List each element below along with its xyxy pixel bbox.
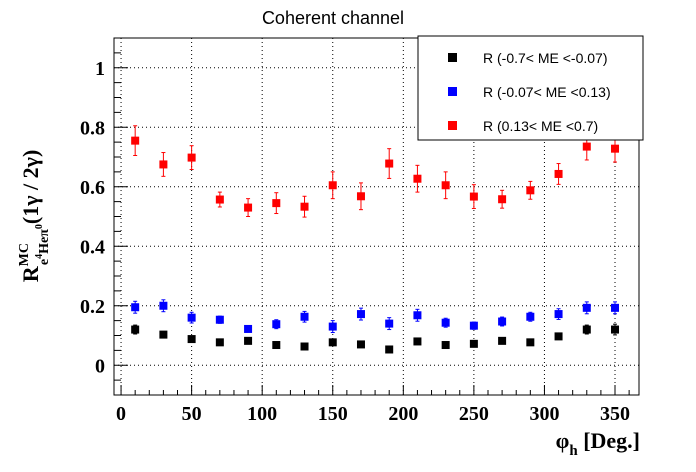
legend-swatch-black bbox=[448, 53, 457, 62]
data-point bbox=[385, 319, 394, 328]
data-point bbox=[526, 312, 535, 321]
y-tick-label: 0.8 bbox=[80, 117, 105, 139]
x-tick-label: 100 bbox=[247, 403, 277, 425]
x-tick-label: 50 bbox=[182, 403, 202, 425]
y-tick-label: 1 bbox=[95, 58, 105, 80]
data-point bbox=[272, 341, 281, 350]
data-point bbox=[187, 313, 196, 322]
y-axis-label: RMC e4Heπ0(1γ / 2γ) bbox=[17, 150, 52, 283]
data-point bbox=[611, 144, 620, 153]
data-point bbox=[328, 338, 337, 347]
data-point bbox=[356, 340, 365, 349]
data-point bbox=[244, 203, 253, 212]
axes: 0 50 100 150 200 250 300 350 0 0.2 0.4 0.6 0.8 1 bbox=[80, 37, 630, 425]
data-point bbox=[215, 195, 224, 204]
data-point bbox=[441, 341, 450, 350]
data-point bbox=[498, 195, 507, 204]
y-tick-label: 0.6 bbox=[80, 177, 105, 199]
data-point bbox=[582, 142, 591, 151]
data-point bbox=[413, 337, 422, 346]
data-point bbox=[328, 181, 337, 190]
x-tick-label: 200 bbox=[388, 403, 418, 425]
data-point bbox=[187, 153, 196, 162]
data-point bbox=[187, 335, 196, 344]
legend-label-2: R (0.13< ME <0.7) bbox=[483, 118, 598, 134]
legend-swatch-blue bbox=[448, 87, 457, 96]
legend-swatch-red bbox=[448, 121, 457, 130]
data-point bbox=[582, 303, 591, 312]
data-point bbox=[131, 136, 140, 145]
x-tick-label: 300 bbox=[529, 403, 559, 425]
data-point bbox=[554, 169, 563, 178]
data-point bbox=[215, 338, 224, 347]
data-point bbox=[441, 181, 450, 190]
data-point bbox=[554, 332, 563, 341]
data-point bbox=[300, 342, 309, 351]
data-marks bbox=[131, 125, 620, 354]
data-point bbox=[300, 312, 309, 321]
x-tick-label: 150 bbox=[318, 403, 348, 425]
data-point bbox=[159, 301, 168, 310]
data-point bbox=[554, 310, 563, 319]
x-tick-label: 350 bbox=[600, 403, 630, 425]
data-point bbox=[328, 322, 337, 331]
data-point bbox=[159, 330, 168, 339]
legend-label-1: R (-0.07< ME <0.13) bbox=[483, 84, 611, 100]
x-tick-label: 0 bbox=[116, 403, 126, 425]
data-point bbox=[356, 192, 365, 201]
data-point bbox=[413, 311, 422, 320]
data-point bbox=[611, 325, 620, 334]
data-point bbox=[244, 324, 253, 333]
data-point bbox=[611, 303, 620, 312]
data-point bbox=[131, 325, 140, 334]
data-point bbox=[272, 320, 281, 329]
data-point bbox=[469, 339, 478, 348]
data-point bbox=[498, 317, 507, 326]
y-tick-label: 0.4 bbox=[80, 236, 105, 258]
data-point bbox=[582, 325, 591, 334]
x-tick-label: 250 bbox=[459, 403, 489, 425]
y-tick-label: 0 bbox=[95, 355, 105, 377]
y-tick-label: 0.2 bbox=[80, 296, 105, 318]
legend: R (-0.7< ME <-0.07) R (-0.07< ME <0.13) … bbox=[417, 35, 644, 141]
data-point bbox=[300, 202, 309, 211]
data-point bbox=[385, 159, 394, 168]
data-point bbox=[469, 321, 478, 330]
data-point bbox=[215, 315, 224, 324]
data-point bbox=[244, 336, 253, 345]
data-point bbox=[526, 186, 535, 195]
chart-title: Coherent channel bbox=[262, 8, 404, 28]
data-point bbox=[385, 345, 394, 354]
data-point bbox=[131, 303, 140, 312]
data-point bbox=[526, 338, 535, 347]
data-point bbox=[441, 318, 450, 327]
data-point bbox=[159, 160, 168, 169]
data-point bbox=[272, 199, 281, 208]
x-axis-label: φh [Deg.] bbox=[556, 428, 640, 459]
data-point bbox=[413, 174, 422, 183]
legend-label-0: R (-0.7< ME <-0.07) bbox=[483, 50, 608, 66]
data-point bbox=[469, 192, 478, 201]
data-point bbox=[498, 336, 507, 345]
data-point bbox=[356, 310, 365, 319]
